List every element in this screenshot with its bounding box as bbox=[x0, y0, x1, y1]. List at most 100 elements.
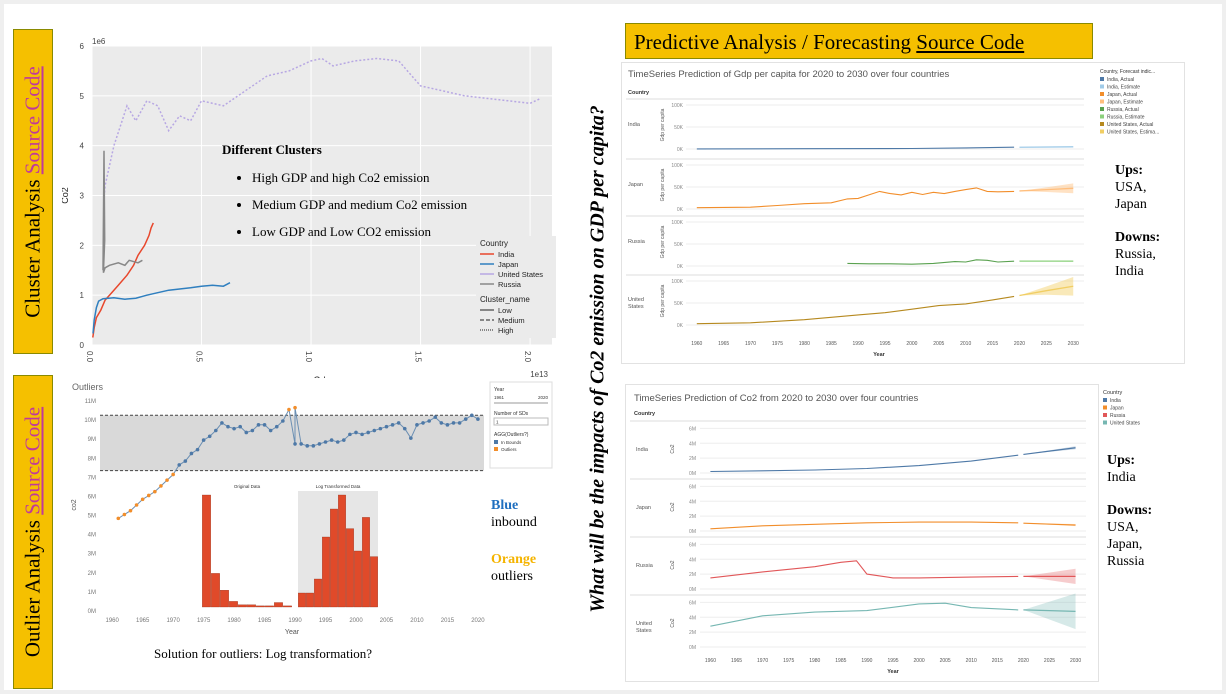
actual-line bbox=[710, 454, 1019, 473]
data-point bbox=[146, 493, 151, 498]
actual-line bbox=[710, 602, 1019, 627]
forecast-line bbox=[1023, 609, 1076, 612]
histogram-bar bbox=[202, 494, 211, 608]
y-exponent: 1e6 bbox=[92, 37, 106, 46]
data-point bbox=[378, 426, 383, 431]
x-tick-label: 2020 bbox=[1018, 658, 1029, 664]
cluster-source-code-link[interactable]: Source Code bbox=[20, 65, 45, 174]
legend-item: India bbox=[498, 250, 515, 259]
data-point bbox=[415, 423, 419, 427]
row-label: Japan bbox=[628, 182, 643, 188]
series-line-united-states bbox=[103, 57, 542, 201]
legend-swatch bbox=[494, 447, 498, 451]
outlier-source-code-link[interactable]: Source Code bbox=[20, 406, 45, 515]
data-point bbox=[384, 424, 389, 429]
legend-swatch bbox=[1100, 99, 1104, 104]
legend-item: Medium bbox=[498, 316, 525, 325]
x-tick-label: 1960 bbox=[705, 658, 716, 664]
legend-title: Country, Forecast indic... bbox=[1100, 69, 1155, 75]
cluster-chart-panel: 01234560.00.51.01.52.01e61e13Co2GdpCount… bbox=[60, 34, 562, 385]
data-point bbox=[165, 478, 169, 482]
legend-item: India bbox=[1110, 398, 1121, 404]
data-point bbox=[122, 512, 127, 517]
histogram-title: Log Transformed Data bbox=[316, 484, 361, 489]
legend-item: United States, Estima... bbox=[1107, 130, 1159, 136]
co2-ups-downs: Ups: India Downs: USA, Japan, Russia bbox=[1107, 452, 1152, 570]
x-tick-label: 2000 bbox=[349, 618, 363, 624]
legend-item: India, Actual bbox=[1107, 77, 1134, 83]
co2-downs-label: Downs: bbox=[1107, 503, 1153, 518]
histogram-bar bbox=[306, 592, 314, 608]
y-tick-label: 0K bbox=[677, 207, 684, 213]
x-tick-label: 2025 bbox=[1044, 658, 1055, 664]
legend-swatch bbox=[1103, 413, 1107, 417]
gdp-downs-label: Downs: bbox=[1115, 230, 1161, 245]
data-point bbox=[354, 430, 358, 435]
x-tick-label: 2010 bbox=[966, 658, 977, 664]
row-label: India bbox=[636, 447, 649, 453]
x-tick-label: 0.0 bbox=[85, 351, 94, 363]
x-axis-label: Year bbox=[285, 629, 300, 636]
x-tick-label: 1960 bbox=[691, 341, 702, 347]
y-tick-label: 6M bbox=[689, 484, 696, 490]
chart-title: TimeSeries Prediction of Gdp per capita … bbox=[628, 69, 949, 80]
y-tick-label: 50K bbox=[674, 242, 684, 248]
legend-item: Outliers bbox=[501, 447, 517, 452]
y-tick-label: 3M bbox=[88, 552, 96, 558]
data-point bbox=[195, 447, 200, 452]
slide: Cluster Analysis Source Code Outlier Ana… bbox=[4, 4, 1222, 690]
x-tick-label: 2015 bbox=[992, 658, 1003, 664]
co2-downs-1: USA, bbox=[1107, 520, 1139, 535]
histogram-bar bbox=[247, 604, 256, 608]
y-tick-label: 4M bbox=[689, 499, 696, 505]
data-point bbox=[372, 428, 377, 433]
data-point bbox=[128, 508, 133, 513]
y-tick-label: 1 bbox=[80, 291, 85, 300]
gdp-forecast-chart: TimeSeries Prediction of Gdp per capita … bbox=[626, 69, 1159, 358]
co2-legend-panel: Country India Japan Russia United States bbox=[1099, 384, 1177, 444]
data-point bbox=[476, 417, 480, 421]
x-tick-label: 2020 bbox=[471, 618, 485, 624]
sd-input bbox=[493, 417, 549, 426]
row-label: Russia bbox=[628, 239, 646, 245]
y-tick-label: 2M bbox=[689, 572, 696, 578]
row-label: Russia bbox=[636, 563, 654, 569]
histogram-bar bbox=[338, 494, 346, 608]
histogram-bar bbox=[220, 590, 229, 608]
data-point bbox=[214, 428, 218, 433]
data-point bbox=[329, 438, 334, 442]
legend-swatch bbox=[1100, 107, 1104, 111]
x-tick-label: 2.0 bbox=[523, 351, 532, 363]
legend-item: Japan bbox=[498, 260, 518, 269]
x-axis-label: Year bbox=[887, 669, 899, 675]
x-tick-label: 1965 bbox=[136, 618, 150, 624]
chart-title: Outliers bbox=[72, 382, 104, 392]
y-tick-label: 100K bbox=[671, 220, 683, 226]
data-point bbox=[262, 423, 267, 427]
forecast-source-code-link[interactable]: Source Code bbox=[916, 30, 1025, 54]
country-header: Country bbox=[628, 90, 650, 96]
y-tick-label: 5M bbox=[88, 514, 96, 520]
y-axis-label: co2 bbox=[71, 499, 78, 510]
x-tick-label: 2030 bbox=[1070, 658, 1081, 664]
side-year-label: Year bbox=[494, 387, 504, 393]
data-point bbox=[305, 444, 310, 448]
side-agg-label: AGG(Outliers?) bbox=[494, 432, 529, 438]
legend-item: Russia, Estimate bbox=[1107, 115, 1145, 121]
legend-swatch bbox=[1100, 122, 1104, 126]
legend-item: Russia bbox=[1110, 413, 1126, 419]
y-axis-label: Gdp per capita bbox=[660, 225, 666, 258]
in-bounds-band bbox=[100, 415, 484, 471]
series-line-russia bbox=[102, 150, 143, 273]
y-axis-label: Gdp per capita bbox=[660, 168, 666, 201]
x-tick-label: 1980 bbox=[799, 341, 810, 347]
x-tick-label: 1975 bbox=[772, 341, 783, 347]
y-tick-label: 0M bbox=[88, 609, 96, 615]
x-tick-label: 1995 bbox=[879, 341, 890, 347]
data-point bbox=[323, 440, 328, 444]
y-tick-label: 4M bbox=[689, 615, 696, 621]
clusters-heading: Different Clusters bbox=[222, 142, 322, 157]
y-tick-label: 4 bbox=[80, 142, 85, 151]
y-tick-label: 0M bbox=[689, 645, 696, 651]
x-tick-label: 1975 bbox=[783, 658, 794, 664]
